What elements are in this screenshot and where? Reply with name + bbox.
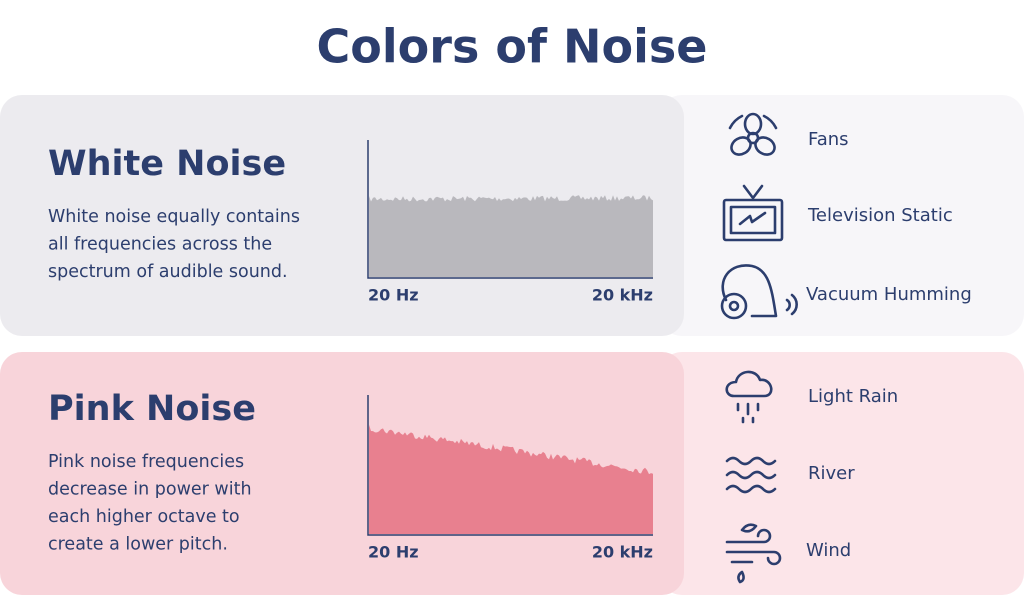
axis-end-label: 20 kHz bbox=[592, 543, 653, 562]
vacuum-icon bbox=[720, 264, 798, 320]
section-heading: Pink Noise bbox=[48, 389, 256, 429]
wind-icon bbox=[725, 523, 782, 584]
description-line: create a lower pitch. bbox=[48, 535, 228, 555]
description-line: all frequencies across the bbox=[48, 235, 272, 255]
example-label: Wind bbox=[806, 540, 851, 561]
example-label: Light Rain bbox=[808, 386, 898, 407]
description-line: each higher octave to bbox=[48, 507, 240, 527]
noise-spectrum bbox=[369, 424, 653, 534]
axis-start-label: 20 Hz bbox=[368, 543, 419, 562]
description-line: decrease in power with bbox=[48, 480, 252, 500]
example-label: Television Static bbox=[807, 205, 953, 226]
example-label: Vacuum Humming bbox=[806, 284, 972, 305]
example-label: River bbox=[808, 463, 855, 484]
description-line: White noise equally contains bbox=[48, 207, 300, 227]
description-line: Pink noise frequencies bbox=[48, 452, 244, 472]
examples-panel bbox=[660, 352, 1024, 595]
river-icon bbox=[725, 456, 777, 494]
noise-spectrum bbox=[369, 195, 653, 277]
title: Colors of Noise bbox=[317, 20, 708, 74]
axis-end-label: 20 kHz bbox=[592, 286, 653, 305]
section-heading: White Noise bbox=[48, 144, 286, 184]
axis-start-label: 20 Hz bbox=[368, 286, 419, 305]
example-label: Fans bbox=[808, 129, 849, 150]
tv-icon bbox=[722, 184, 784, 242]
fan-icon bbox=[728, 112, 778, 156]
examples-panel bbox=[660, 95, 1024, 336]
axis bbox=[367, 140, 653, 279]
description-line: spectrum of audible sound. bbox=[48, 262, 288, 282]
axis bbox=[367, 395, 653, 536]
rain-icon bbox=[725, 370, 773, 424]
